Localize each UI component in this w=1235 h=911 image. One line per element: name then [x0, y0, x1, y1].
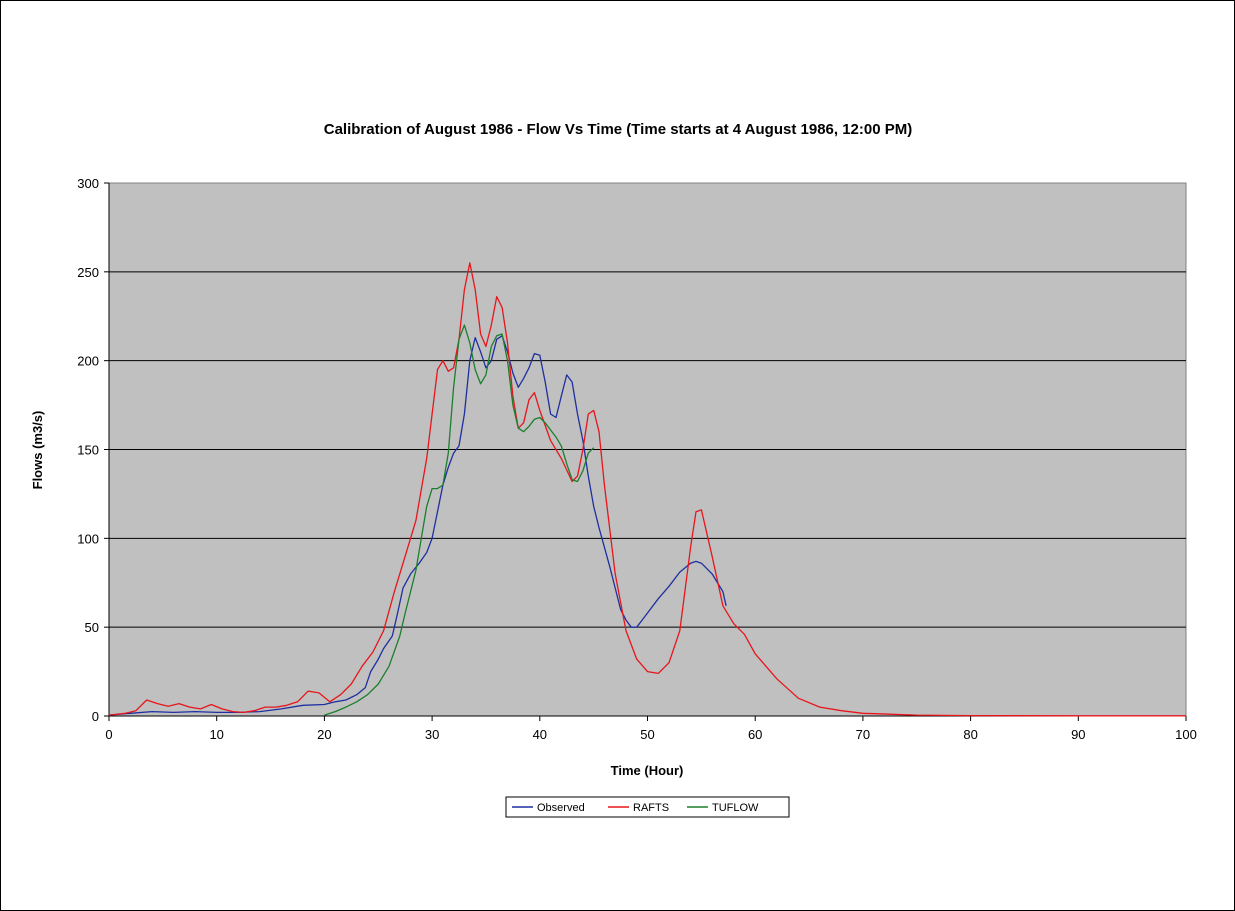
y-axis: 0 50 100 150 200 250 300 [77, 176, 110, 724]
series-line-observed [108, 335, 727, 716]
x-tick-label: 100 [1175, 727, 1197, 742]
grid-lines [109, 271, 1186, 628]
legend-label-tuflow: TUFLOW [712, 802, 759, 814]
y-tick-label: 250 [77, 265, 99, 280]
y-tick-label: 0 [92, 709, 99, 724]
x-tick-label: 40 [533, 727, 547, 742]
series-lines [108, 262, 1186, 717]
x-axis-title: Time (Hour) [611, 763, 684, 778]
y-tick-label: 200 [77, 354, 99, 369]
x-tick-label: 30 [425, 727, 439, 742]
x-tick-label: 0 [105, 727, 112, 742]
x-tick-label: 10 [209, 727, 223, 742]
x-axis: 0 10 20 30 40 50 60 70 80 90 100 [105, 715, 1197, 742]
legend-label-observed: Observed [537, 802, 585, 814]
y-tick-label: 50 [85, 620, 99, 635]
legend-box [505, 796, 790, 818]
x-tick-label: 70 [856, 727, 870, 742]
x-tick-label: 20 [317, 727, 331, 742]
y-axis-title: Flows (m3/s) [30, 411, 45, 490]
chart-title: Calibration of August 1986 - Flow Vs Tim… [324, 121, 913, 138]
y-tick-label: 300 [77, 176, 99, 191]
y-tick-label: 100 [77, 531, 99, 546]
series-line-rafts [108, 262, 1186, 717]
x-tick-label: 80 [963, 727, 977, 742]
legend-label-rafts: RAFTS [633, 802, 669, 814]
x-tick-label: 60 [748, 727, 762, 742]
y-tick-label: 150 [77, 443, 99, 458]
series-line-tuflow [324, 324, 595, 716]
x-tick-label: 90 [1071, 727, 1085, 742]
x-tick-label: 50 [640, 727, 654, 742]
legend: Observed RAFTS TUFLOW [505, 796, 790, 818]
